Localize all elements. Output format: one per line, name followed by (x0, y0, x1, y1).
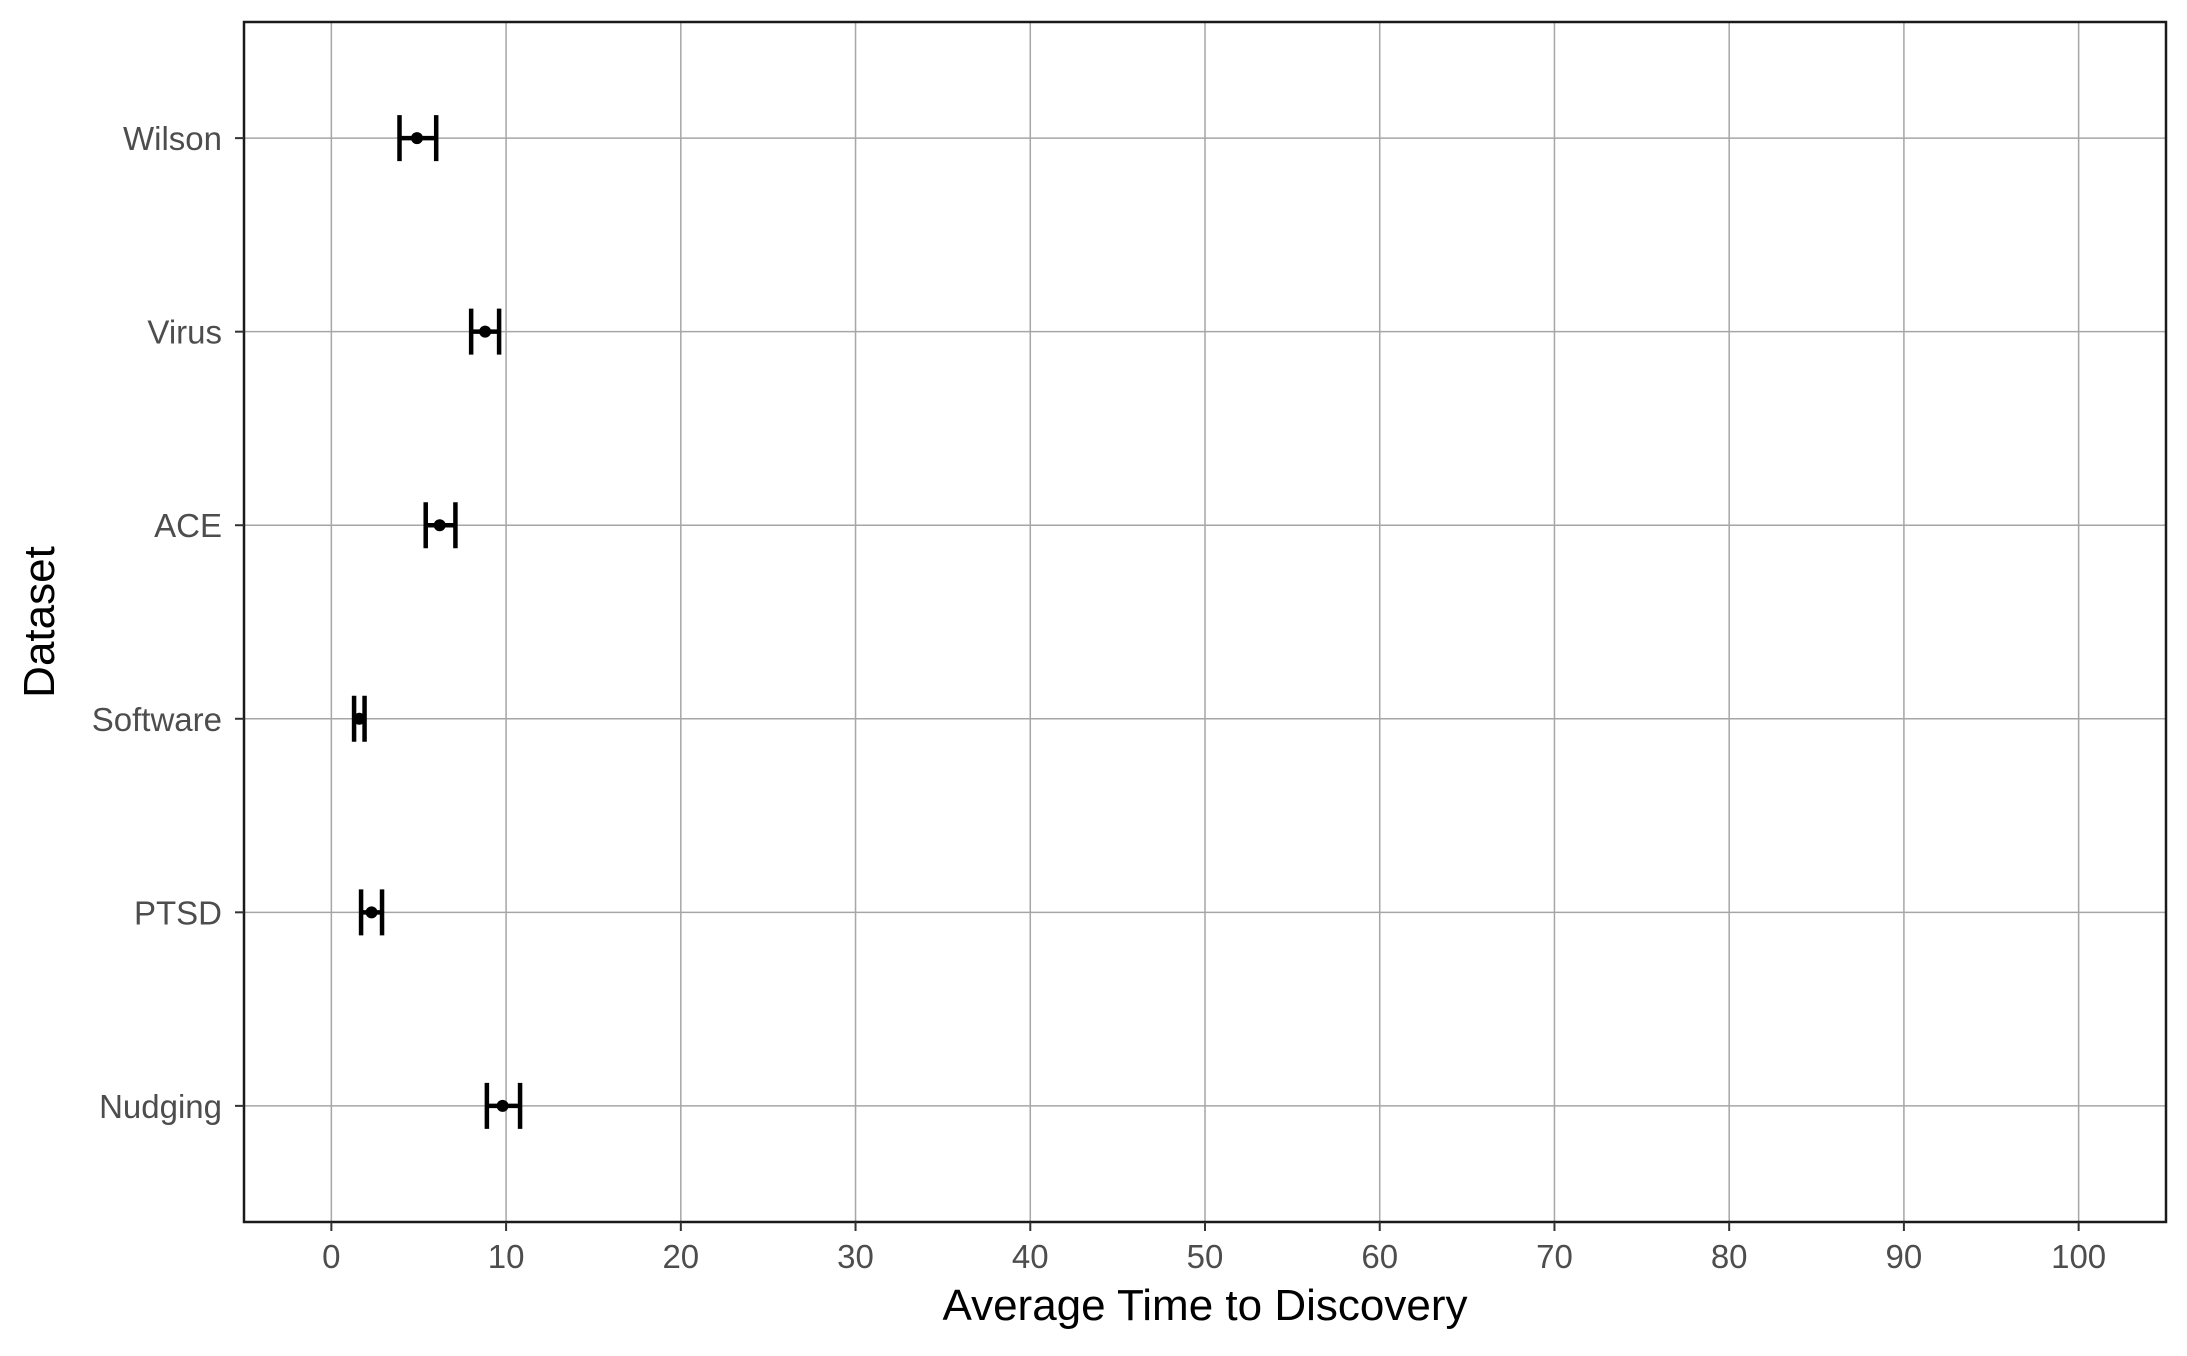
tick-layer: 0 10 20 30 40 50 60 70 80 90 100 Nudging PTSD Softwar… (92, 120, 2106, 1275)
x-tick-label: 100 (2051, 1238, 2106, 1275)
x-tick-label: 90 (1886, 1238, 1923, 1275)
y-tick-label: PTSD (134, 894, 222, 931)
data-point (496, 1099, 509, 1112)
data-point (479, 325, 492, 338)
x-tick-label: 40 (1012, 1238, 1049, 1275)
x-tick-label: 0 (322, 1238, 340, 1275)
data-point (433, 519, 446, 532)
y-tick-label: ACE (154, 507, 222, 544)
y-tick-label: Software (92, 701, 222, 738)
x-tick-label: 70 (1536, 1238, 1573, 1275)
data-point (365, 906, 378, 919)
x-tick-label: 20 (662, 1238, 699, 1275)
y-axis-title: Dataset (15, 546, 64, 698)
x-tick-label: 60 (1361, 1238, 1398, 1275)
grid-layer (244, 22, 2166, 1222)
x-tick-label: 80 (1711, 1238, 1748, 1275)
x-tick-label: 10 (488, 1238, 525, 1275)
y-tick-label: Virus (147, 314, 222, 351)
x-tick-label: 30 (837, 1238, 874, 1275)
data-point (353, 712, 366, 725)
data-point (410, 132, 423, 145)
x-axis-title: Average Time to Discovery (943, 1281, 1468, 1330)
y-tick-label: Nudging (99, 1088, 222, 1125)
mark-layer (351, 115, 523, 1129)
y-tick-label: Wilson (123, 120, 222, 157)
x-tick-label: 50 (1187, 1238, 1224, 1275)
